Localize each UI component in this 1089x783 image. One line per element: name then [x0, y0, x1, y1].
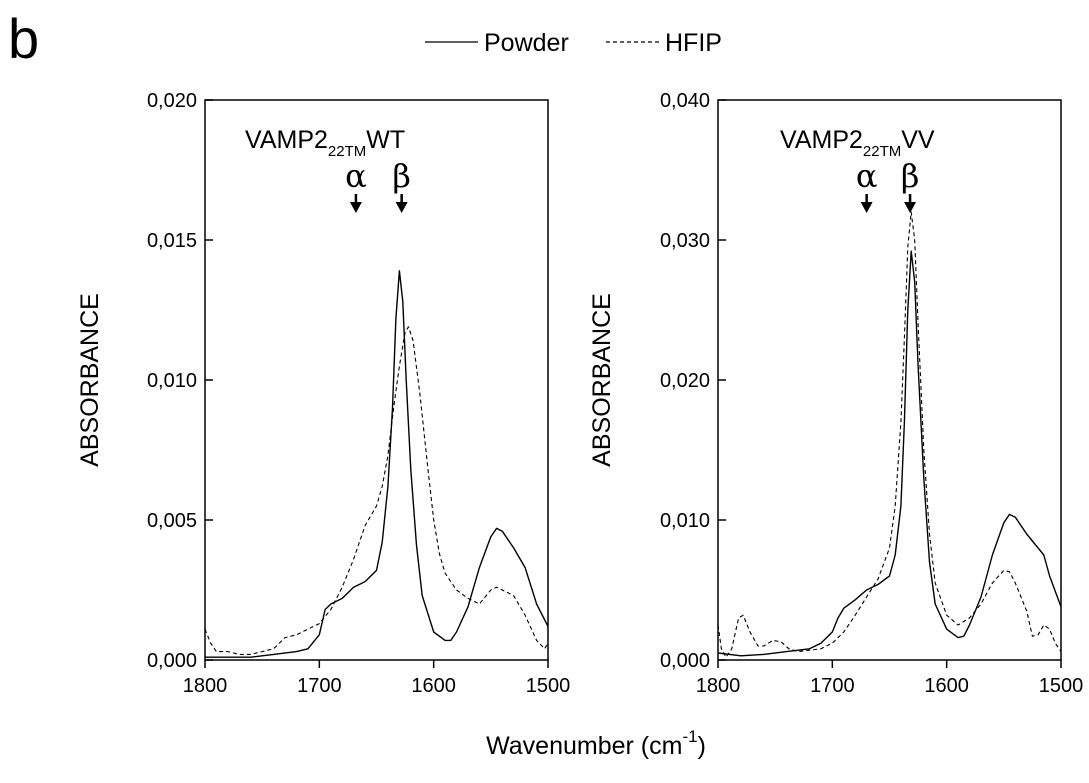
x-axis-label-text: Wavenumber (cm — [486, 732, 682, 760]
y-tick-label: 0,000 — [147, 650, 197, 672]
panel-title: VAMP222TMWT — [245, 126, 405, 160]
panel-title-sub: 22TM — [863, 143, 901, 160]
plot-frame — [204, 99, 549, 661]
panel-title: VAMP222TMVV — [780, 126, 935, 160]
panel-title-base: VAMP2 — [245, 126, 328, 154]
x-tick-label: 1800 — [183, 675, 228, 697]
chart-panel-vv: 0,000 0,010 0,020 0,030 0,040 1800 1700 1600 15… — [588, 90, 1083, 697]
y-axis-label: ABSORBANCE — [76, 293, 104, 467]
legend-label-powder: Powder — [484, 29, 569, 57]
x-axis-label-close: ) — [698, 732, 706, 760]
annotation-label: β — [901, 157, 920, 195]
series-line-powder — [205, 270, 549, 658]
panel-title-suffix: WT — [366, 126, 405, 154]
annotation-label: α — [345, 157, 367, 195]
series-line-hfip — [204, 326, 549, 655]
chart-panel-wt: 0,000 0,005 0,010 0,015 0,020 1800 1700 1600 15… — [76, 90, 570, 697]
legend-label-hfip: HFIP — [665, 29, 722, 57]
legend: Powder HFIP — [425, 29, 722, 57]
x-tick-label: 1500 — [526, 675, 571, 697]
x-tick-label: 1700 — [810, 675, 855, 697]
series-line-powder — [717, 250, 1062, 657]
x-tick-label: 1600 — [411, 675, 456, 697]
x-axis-label-sup: -1 — [682, 727, 697, 746]
series-line-hfip — [717, 211, 1062, 658]
arrow-down-icon — [904, 202, 917, 213]
x-axis-label: Wavenumber (cm-1) — [486, 727, 706, 760]
panel-title-suffix: VV — [901, 126, 935, 154]
x-tick-label: 1600 — [924, 675, 969, 697]
y-tick-label: 0,000 — [660, 650, 710, 672]
arrow-down-icon — [860, 202, 873, 213]
panel-letter: b — [8, 7, 39, 70]
y-tick-label: 0,030 — [660, 230, 710, 252]
y-tick-label: 0,010 — [147, 370, 197, 392]
y-tick-label: 0,020 — [147, 90, 197, 112]
annotation-label: β — [392, 157, 411, 195]
arrow-down-icon — [395, 202, 408, 213]
y-axis-label: ABSORBANCE — [588, 293, 616, 467]
y-tick-label: 0,040 — [660, 90, 710, 112]
panel-title-sub: 22TM — [328, 143, 366, 160]
annotation-label: α — [856, 157, 878, 195]
y-tick-label: 0,020 — [660, 370, 710, 392]
x-tick-label: 1800 — [696, 675, 741, 697]
y-tick-label: 0,015 — [147, 230, 197, 252]
arrow-down-icon — [349, 202, 362, 213]
panel-title-base: VAMP2 — [780, 126, 863, 154]
y-tick-label: 0,005 — [147, 510, 197, 532]
x-tick-label: 1500 — [1039, 675, 1084, 697]
y-tick-label: 0,010 — [660, 510, 710, 532]
x-tick-label: 1700 — [297, 675, 342, 697]
